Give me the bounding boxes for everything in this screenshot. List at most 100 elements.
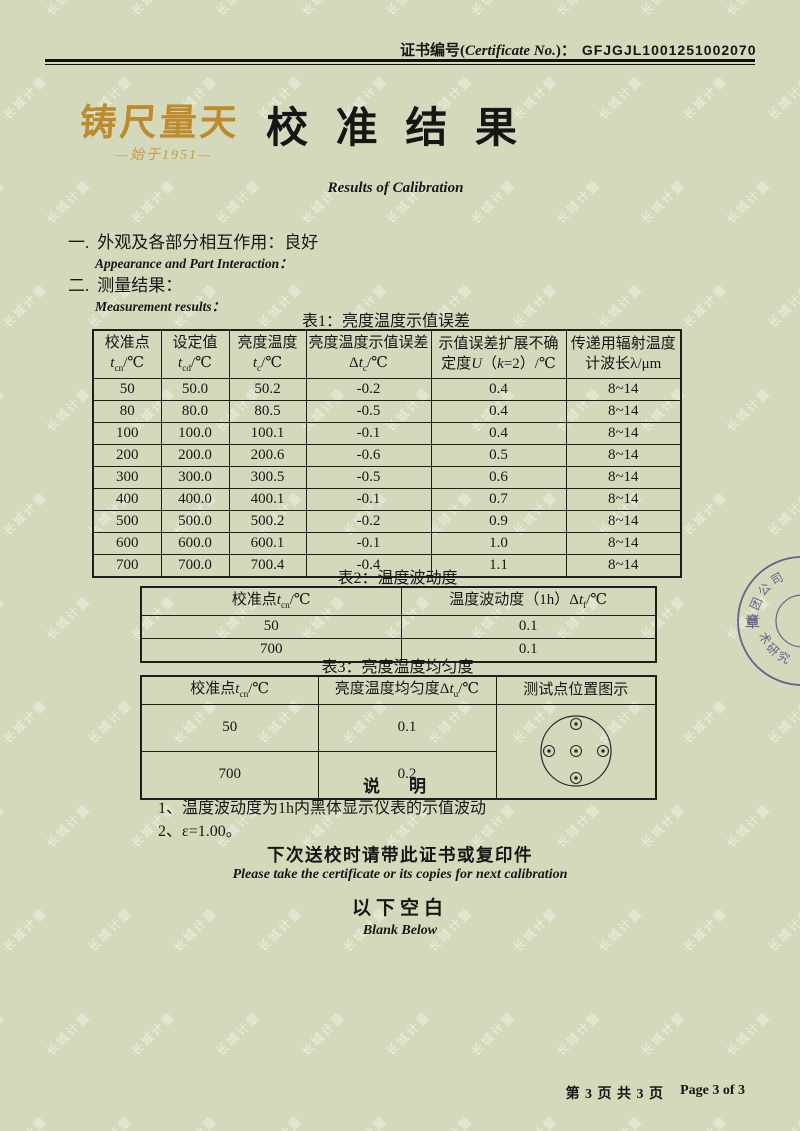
section-1-text: 外观及各部分相互作用：良好 (97, 233, 319, 252)
notes-title: 说 明 (363, 777, 432, 796)
test-point-bottom (569, 771, 582, 785)
header-rule-thick (45, 59, 755, 62)
table-cell: 80.0 (160, 399, 230, 423)
table-cell: 600 (92, 531, 162, 555)
table-cell: 300.5 (228, 465, 307, 489)
table-cell: 0.1 (400, 637, 657, 663)
footer-page-number-zh: 第 3 页 共 3 页 (565, 1087, 665, 1102)
note-item-1: 1、温度波动度为1h内黑体显示仪表的示值波动 (158, 800, 487, 817)
table-cell: 400.1 (228, 487, 307, 511)
test-point-center (569, 744, 582, 758)
table-cell: 500 (92, 509, 162, 533)
header-cell-indication-error: 亮度温度示值误差 Δtc/℃ (305, 329, 432, 379)
table-row: 700 0.1 (140, 637, 657, 663)
header-cell-luminance-temp: 亮度温度 tc/℃ (228, 329, 307, 379)
section-2-text: 测量结果： (97, 276, 183, 295)
table-cell: 8~14 (565, 421, 682, 445)
header-cell-calibration-point: 校准点tcn/℃ (140, 675, 319, 705)
table-cell: 300 (92, 465, 162, 489)
table-3-caption: 表3：亮度温度均匀度 (321, 659, 474, 676)
seal-inner-ring (775, 594, 800, 648)
test-points-diagram-cell (495, 703, 657, 800)
certificate-number-line: 证书编号(Certificate No.)： GFJGJL10012510020… (400, 39, 756, 60)
table-cell: 500.0 (160, 509, 230, 533)
header-cell-uniformity: 亮度温度均匀度Δtu/℃ (317, 675, 497, 705)
table-cell: 100 (92, 421, 162, 445)
note-item-2: 2、ε=1.00。 (158, 823, 242, 840)
table-cell: 700 (140, 637, 402, 663)
section-2-heading: 二. 测量结果： (68, 271, 182, 296)
footer-page-number-en: Page 3 of 3 (680, 1083, 745, 1098)
next-calibration-reminder-zh: 下次送校时请带此证书或复印件 (267, 845, 533, 865)
certificate-number-value: GFJGJL1001251002070 (581, 42, 757, 58)
table-cell: 8~14 (565, 377, 682, 401)
table-cell: -0.2 (305, 509, 432, 533)
section-1-number: 一. (68, 233, 90, 252)
test-point-top (569, 717, 582, 731)
table-cell: 0.4 (430, 377, 567, 401)
table-cell: 200.6 (228, 443, 307, 467)
official-seal-stamp: 集团公司 术研究所 章 (730, 556, 800, 686)
table-cell: 8~14 (565, 487, 682, 511)
logo-since-line: —始于1951— (115, 148, 213, 163)
table-cell: -0.2 (305, 377, 432, 401)
header-cell-wavelength: 传递用辐射温度 计波长λ/μm (565, 329, 682, 379)
seal-arc-bottom-text: 术研究所 (730, 556, 795, 668)
table-cell: 100.1 (228, 421, 307, 445)
next-calibration-reminder-en: Please take the certificate or its copie… (232, 867, 568, 882)
section-2-number: 二. (68, 276, 90, 295)
table-row: 50 0.1 (140, 703, 657, 800)
table-row: 300 300.0 300.5 -0.5 0.6 8~14 (92, 465, 682, 489)
table-cell: 300.0 (160, 465, 230, 489)
table-row: 700 0.2 (140, 750, 656, 800)
table-cell: 200.0 (160, 443, 230, 467)
table-3-uniformity: 校准点tcn/℃ 亮度温度均匀度Δtu/℃ 测试点位置图示 50 0.1 (140, 675, 657, 800)
header-cell-test-point-layout: 测试点位置图示 (495, 675, 657, 705)
table-cell: 80.5 (228, 399, 307, 423)
table-2-header-row: 校准点tcn/℃ 温度波动度（1h）Δtf/℃ (140, 586, 657, 616)
table-cell: 100.0 (160, 421, 230, 445)
certificate-number-label: 证书编号(Certificate No.)： (400, 43, 576, 59)
table-cell: 80 (92, 399, 162, 423)
table-cell: 8~14 (565, 531, 682, 555)
test-points-diagram (540, 715, 612, 787)
table-1-indication-error: 校准点 tcn/℃ 设定值 tcd/℃ 亮度温度 tc/℃ 亮度温度示值误差 Δtc/℃… (92, 329, 682, 578)
table-cell: 50.0 (160, 377, 230, 401)
table-cell: -0.5 (305, 399, 432, 423)
table-1-header-row: 校准点 tcn/℃ 设定值 tcd/℃ 亮度温度 tc/℃ 亮度温度示值误差 Δtc/℃… (92, 329, 682, 379)
table-cell: 50.2 (228, 377, 307, 401)
table-cell: -0.6 (305, 443, 432, 467)
table-cell: 8~14 (565, 443, 682, 467)
header-rule-thin (45, 64, 755, 65)
table-row: 80 80.0 80.5 -0.5 0.4 8~14 (92, 399, 682, 423)
section-1-heading: 一. 外观及各部分相互作用：良好 (68, 228, 318, 253)
blank-below-en: Blank Below (362, 923, 438, 938)
table-cell: 600.1 (228, 531, 307, 555)
table-cell: -0.5 (305, 465, 432, 489)
page-footer: 第 3 页 共 3 页 Page 3 of 3 (0, 1083, 745, 1103)
section-1-english: Appearance and Part Interaction： (95, 256, 293, 271)
table-row: 50 50.0 50.2 -0.2 0.4 8~14 (92, 377, 682, 401)
table-cell: 8~14 (565, 509, 682, 533)
section-2-english: Measurement results： (95, 299, 226, 314)
page-subtitle: Results of Calibration (327, 180, 464, 196)
table-cell: -0.1 (305, 531, 432, 555)
blank-below-zh: 以下空白 (351, 898, 448, 919)
table-1-body: 50 50.0 50.2 -0.2 0.4 8~14 80 80.0 80.5 -0.5 0.4 8~… (92, 377, 682, 578)
table-row: 50 0.1 (140, 614, 657, 639)
table-2-body: 50 0.1 700 0.1 (140, 614, 657, 663)
test-point-dots (547, 722, 605, 780)
table-2-caption: 表2：温度波动度 (337, 570, 458, 587)
table-cell: -0.1 (305, 487, 432, 511)
table-cell: 700 (92, 553, 162, 578)
table-cell: 0.1 (400, 614, 657, 639)
table-row: 500 500.0 500.2 -0.2 0.9 8~14 (92, 509, 682, 533)
table-cell: -0.4 (305, 553, 432, 578)
table-2-temperature-fluctuation: 校准点tcn/℃ 温度波动度（1h）Δtf/℃ 50 0.1 700 0.1 (140, 586, 657, 663)
table-row: 200 200.0 200.6 -0.6 0.5 8~14 (92, 443, 682, 467)
aperture-circle (540, 715, 612, 787)
table-cell: 1.1 (430, 553, 567, 578)
table-cell: 8~14 (565, 399, 682, 423)
